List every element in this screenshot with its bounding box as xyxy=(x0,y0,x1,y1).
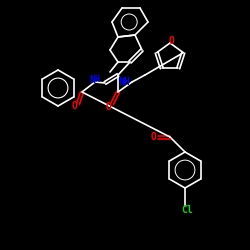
Text: O: O xyxy=(72,101,78,111)
Text: O: O xyxy=(151,132,157,142)
Text: O: O xyxy=(106,102,112,112)
Text: H: H xyxy=(94,76,100,84)
Text: Cl: Cl xyxy=(181,205,193,215)
Text: N: N xyxy=(89,75,95,85)
Text: O: O xyxy=(169,36,175,46)
Text: NH: NH xyxy=(118,77,130,87)
